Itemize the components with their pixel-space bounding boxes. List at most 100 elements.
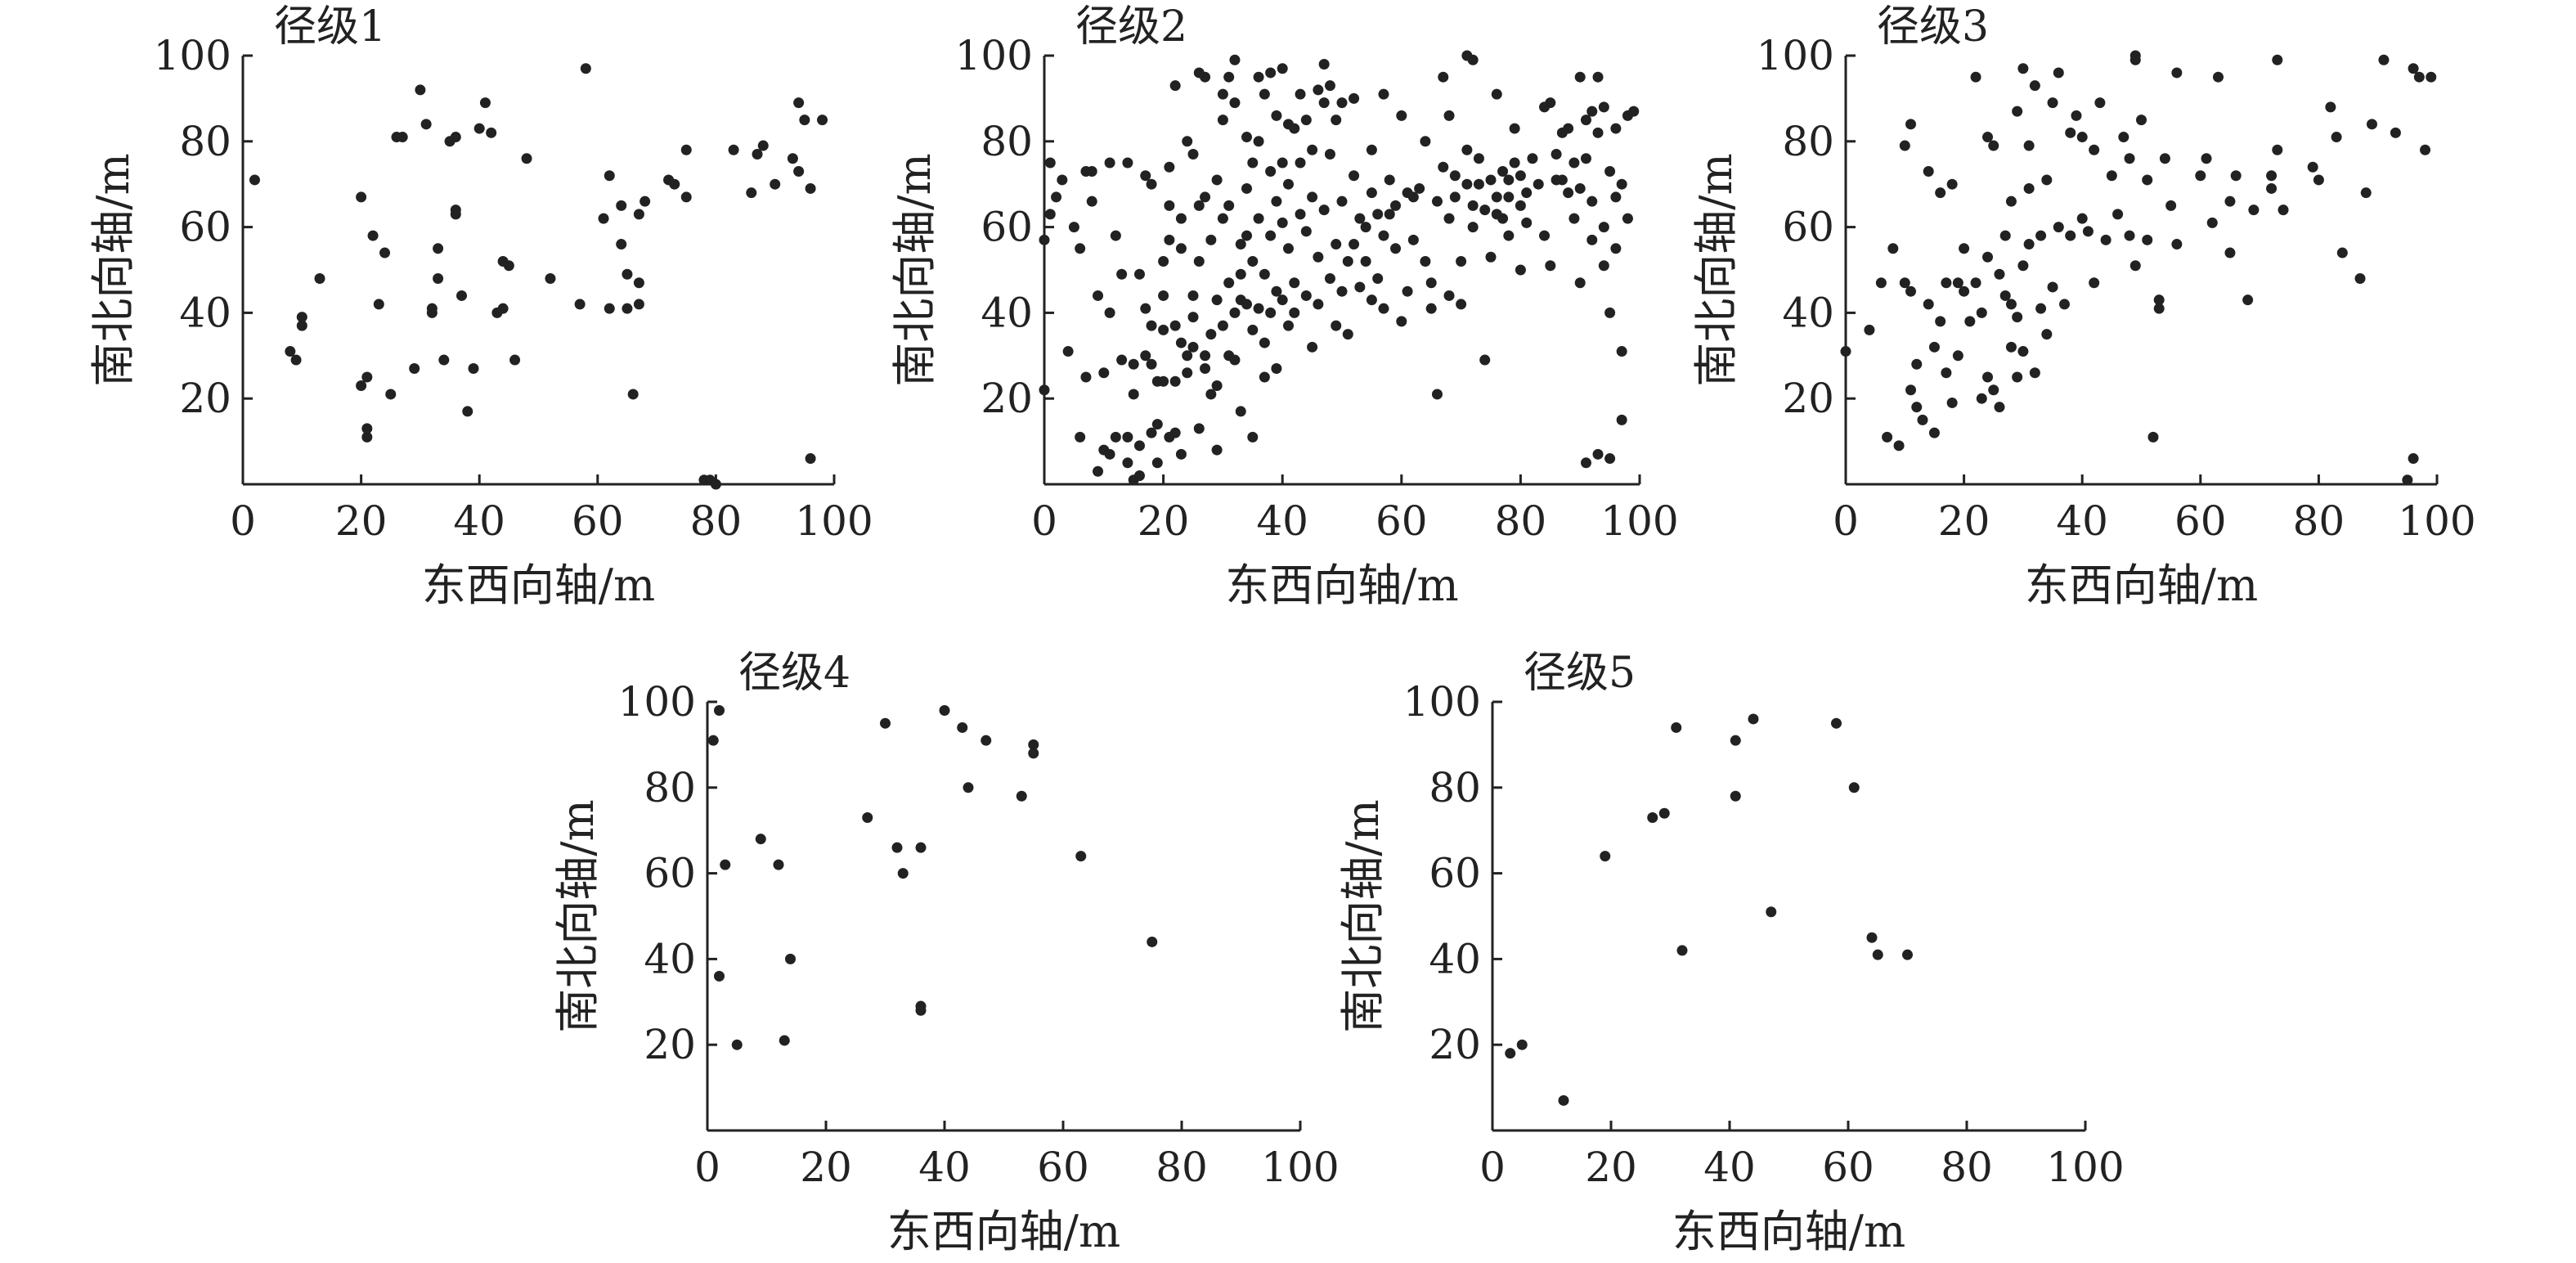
data-point	[1146, 178, 1157, 190]
data-point	[2124, 153, 2135, 164]
data-point	[2402, 474, 2413, 486]
data-point	[622, 303, 633, 314]
data-point	[1509, 123, 1520, 134]
data-point	[1882, 431, 1893, 443]
y-tick-label: 40	[1429, 935, 1481, 982]
y-tick-label: 100	[618, 678, 696, 726]
data-point	[1604, 453, 1616, 465]
data-point	[1331, 320, 1342, 331]
data-point	[1539, 230, 1551, 241]
data-point	[773, 859, 784, 870]
data-point	[1592, 127, 1604, 138]
y-tick-label: 80	[179, 118, 231, 165]
data-point	[1467, 54, 1479, 65]
data-point	[1259, 88, 1270, 100]
data-point	[2147, 431, 2159, 443]
data-point	[2201, 153, 2212, 164]
data-point	[633, 277, 644, 289]
data-point	[1140, 303, 1151, 314]
data-point	[2100, 234, 2112, 245]
data-point	[2224, 247, 2236, 258]
x-tick-label: 100	[795, 497, 873, 545]
data-point	[1128, 389, 1139, 400]
x-axis-label: 东西向轴/m	[1672, 1206, 1905, 1257]
data-point	[752, 149, 763, 160]
data-point	[1313, 251, 1324, 263]
data-point	[1229, 307, 1241, 318]
data-point	[1187, 312, 1199, 323]
data-point	[1133, 268, 1145, 280]
data-point	[433, 272, 444, 284]
x-tick-label: 60	[1037, 1144, 1089, 1191]
data-point	[580, 63, 591, 74]
data-point	[1247, 431, 1259, 443]
data-point	[314, 272, 325, 284]
data-point	[1952, 277, 1963, 289]
data-point	[1485, 174, 1497, 186]
x-tick-label: 0	[230, 497, 256, 545]
data-point	[2005, 196, 2017, 207]
data-point	[1271, 285, 1282, 297]
data-point	[1473, 178, 1484, 190]
data-point	[2153, 303, 2165, 314]
data-point	[285, 346, 296, 357]
data-point	[2053, 67, 2064, 79]
x-tick-label: 100	[1261, 1144, 1339, 1191]
data-point	[1676, 945, 1688, 956]
data-point	[1175, 448, 1187, 460]
data-point	[1217, 213, 1228, 224]
data-point	[1902, 949, 1913, 960]
data-point	[1051, 191, 1062, 203]
data-point	[880, 717, 891, 729]
data-point	[1586, 234, 1598, 245]
data-point	[379, 247, 391, 258]
data-point	[1182, 136, 1193, 147]
data-point	[680, 144, 692, 155]
data-point	[2195, 170, 2206, 182]
data-point	[1175, 243, 1187, 254]
data-point	[2360, 187, 2372, 199]
data-point	[2159, 153, 2170, 164]
y-tick-label: 80	[1429, 764, 1481, 811]
data-point	[1402, 285, 1413, 297]
data-point	[1158, 375, 1169, 387]
data-point	[1253, 136, 1264, 147]
data-point	[1169, 427, 1181, 438]
data-point	[409, 363, 420, 375]
data-point	[1336, 97, 1348, 109]
data-point	[1289, 277, 1300, 289]
data-point	[1372, 272, 1384, 284]
data-point	[1443, 213, 1455, 224]
data-point	[1229, 54, 1241, 65]
data-point	[757, 140, 769, 151]
data-point	[981, 735, 992, 746]
data-point	[793, 97, 805, 109]
data-point	[2242, 294, 2254, 306]
data-point	[2325, 101, 2336, 113]
data-point	[2413, 71, 2425, 83]
data-point	[2278, 205, 2289, 216]
data-point	[1062, 346, 1074, 357]
data-point	[1515, 170, 1526, 182]
data-point	[633, 209, 644, 220]
data-point	[1187, 290, 1199, 301]
data-point	[1946, 178, 1958, 190]
data-point	[1438, 161, 1449, 173]
data-point	[2118, 132, 2129, 143]
data-point	[1354, 281, 1366, 293]
data-point	[361, 431, 373, 443]
data-point	[1911, 358, 1923, 370]
data-point	[1586, 106, 1598, 117]
data-point	[1349, 170, 1360, 182]
panel-title: 径级5	[1524, 649, 1636, 698]
data-point	[1205, 234, 1217, 245]
data-point	[521, 153, 532, 164]
data-point	[1271, 110, 1282, 121]
data-point	[1905, 384, 1917, 396]
data-point	[1396, 316, 1407, 327]
data-point	[1331, 115, 1342, 126]
y-tick-label: 40	[981, 289, 1033, 336]
x-tick-label: 100	[2046, 1144, 2124, 1191]
data-point	[1259, 337, 1270, 348]
data-point	[1133, 440, 1145, 452]
